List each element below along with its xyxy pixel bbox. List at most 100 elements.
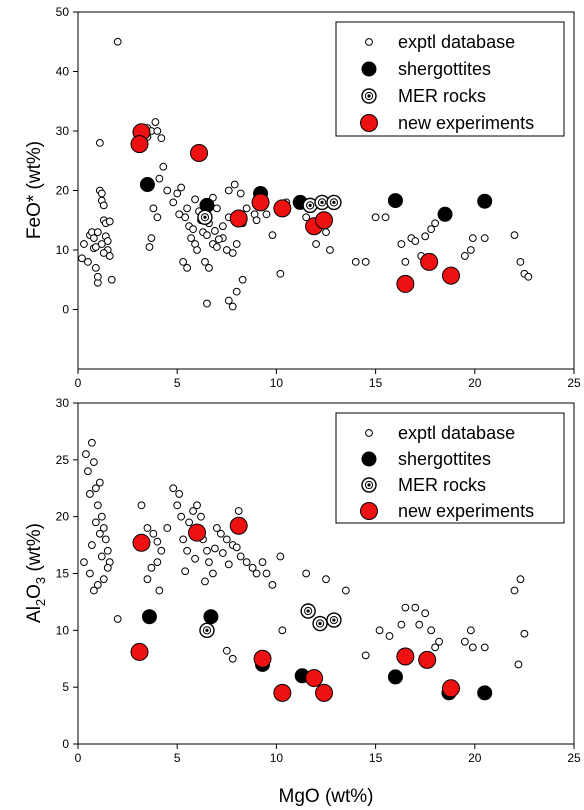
- x-tick-label: 0: [75, 751, 82, 765]
- exptl-database-point: [232, 543, 241, 552]
- exptl-database-point: [236, 189, 245, 198]
- legend-marker-exptl-database: [365, 429, 373, 437]
- exptl-database-point: [149, 204, 158, 213]
- exptl-database-point: [191, 195, 199, 204]
- exptl-database-point: [86, 569, 94, 578]
- y-tick-label: 30: [56, 396, 70, 410]
- y-tick-label: 15: [56, 567, 70, 581]
- exptl-database-point: [397, 620, 406, 629]
- new-experiments-point: [190, 144, 209, 163]
- new-experiments-point: [441, 679, 460, 698]
- exptl-database-point: [262, 569, 271, 578]
- exptl-database-point: [421, 232, 430, 241]
- exptl-database-point: [381, 213, 390, 222]
- exptl-database-point: [197, 512, 205, 521]
- exptl-database-point: [397, 240, 406, 248]
- x-tick-label: 25: [567, 751, 581, 765]
- exptl-database-point: [151, 118, 160, 126]
- x-tick-label: 10: [270, 376, 284, 390]
- exptl-database-point: [169, 484, 178, 493]
- exptl-database-point: [185, 518, 194, 527]
- exptl-database-point: [480, 643, 489, 652]
- exptl-database-point: [341, 586, 350, 595]
- exptl-database-point: [159, 162, 168, 171]
- exptl-database-point: [89, 586, 98, 595]
- exptl-database-point: [361, 258, 370, 266]
- exptl-database-point: [157, 134, 166, 143]
- exptl-database-point: [103, 237, 112, 245]
- mer-rocks-point: [312, 615, 328, 632]
- exptl-database-point: [302, 213, 311, 222]
- exptl-database-point: [113, 615, 122, 623]
- exptl-database-point: [175, 210, 184, 219]
- mer-rocks-point: [326, 194, 342, 211]
- exptl-database-point: [361, 651, 370, 660]
- exptl-database-point: [385, 632, 394, 640]
- exptl-database-point: [153, 537, 162, 546]
- exptl-database-point: [224, 560, 233, 569]
- exptl-database-point: [103, 546, 112, 555]
- exptl-database-point: [89, 458, 98, 467]
- exptl-database-point: [201, 577, 209, 586]
- x-tick-label: 0: [75, 376, 82, 390]
- exptl-database-point: [466, 626, 475, 635]
- y-tick-label: 20: [56, 184, 70, 198]
- exptl-database-point: [203, 546, 211, 555]
- exptl-database-point: [224, 186, 233, 195]
- shergottites-point: [477, 193, 493, 209]
- exptl-database-point: [91, 484, 100, 493]
- exptl-database-point: [375, 626, 384, 635]
- legend-label-new-experiments: new experiments: [398, 113, 534, 133]
- exptl-database-point: [153, 127, 162, 135]
- exptl-database-point: [351, 258, 360, 266]
- x-tick-label: 5: [174, 376, 181, 390]
- exptl-database-point: [302, 569, 311, 578]
- new-experiments-point: [418, 650, 437, 669]
- exptl-database-point: [179, 535, 188, 544]
- exptl-database-point: [191, 554, 199, 563]
- shergottites-point: [141, 609, 157, 625]
- mer-rocks-point: [302, 197, 318, 214]
- exptl-database-point: [87, 541, 96, 549]
- legend-box: [335, 21, 565, 137]
- exptl-database-point: [143, 575, 152, 584]
- shergottites-point: [203, 609, 219, 625]
- shergottites-point: [139, 177, 155, 193]
- legend-label-new-experiments: new experiments: [398, 501, 534, 521]
- exptl-database-point: [401, 258, 410, 266]
- exptl-database-point: [514, 660, 523, 669]
- y-tick-label: 0: [62, 737, 69, 751]
- exptl-database-point: [84, 258, 92, 266]
- legend-marker-mer-rocks: [361, 477, 377, 493]
- exptl-database-point: [431, 219, 440, 228]
- exptl-database-point: [411, 237, 420, 245]
- legend-marker-new-experiments: [360, 114, 378, 132]
- exptl-database-point: [222, 535, 231, 544]
- exptl-database-point: [268, 231, 277, 240]
- exptl-database-point: [258, 558, 267, 567]
- exptl-database-point: [97, 189, 106, 198]
- exptl-database-point: [80, 240, 88, 248]
- exptl-database-point: [177, 183, 186, 192]
- exptl-database-point: [187, 234, 195, 243]
- exptl-database-point: [411, 603, 420, 612]
- exptl-database-point: [218, 549, 227, 557]
- exptl-database-point: [99, 575, 108, 584]
- exptl-database-point: [183, 546, 192, 555]
- exptl-database-point: [173, 501, 182, 510]
- exptl-database-point: [242, 558, 251, 567]
- exptl-database-point: [93, 501, 102, 510]
- exptl-database-point: [262, 210, 271, 219]
- exptl-database-point: [153, 558, 162, 567]
- exptl-database-point: [236, 552, 245, 561]
- x-tick-label: 20: [468, 376, 482, 390]
- exptl-database-point: [218, 222, 227, 231]
- new-experiments-point: [315, 683, 334, 702]
- y-tick-label: 40: [56, 65, 70, 79]
- exptl-database-point: [99, 249, 108, 257]
- legend-label-shergottites: shergottites: [398, 449, 491, 469]
- legend: exptl database shergottites MER rocks new e…: [335, 21, 565, 137]
- y-tick-label: 0: [62, 303, 69, 317]
- exptl-database-point: [193, 501, 201, 510]
- x-tick-label: 15: [369, 751, 383, 765]
